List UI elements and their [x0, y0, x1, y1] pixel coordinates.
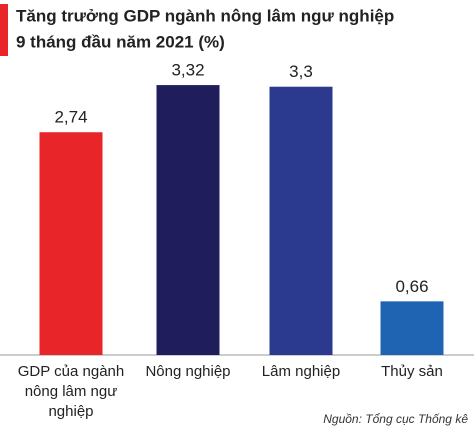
value-label: 3,32 — [171, 61, 204, 80]
source: Nguồn: Tổng cục Thống kê — [323, 412, 468, 426]
value-label: 0,66 — [395, 277, 428, 296]
value-label: 3,3 — [289, 62, 313, 81]
bar — [156, 85, 220, 356]
bar — [380, 301, 444, 355]
x-tick-label: Lâm nghiệp — [261, 363, 341, 380]
chart-title: 9 tháng đầu năm 2021 (%) — [16, 32, 225, 51]
bar — [269, 86, 333, 356]
x-tick-label: GDP của ngành nông lâm ngư nghiệp — [17, 363, 125, 420]
chart-title: Tăng trưởng GDP ngành nông lâm ngư nghiệ… — [16, 6, 394, 25]
x-tick-label: Nông nghiệp — [145, 363, 231, 380]
x-tick-label: Thủy sản — [381, 363, 443, 380]
value-label: 2,74 — [54, 108, 87, 127]
title-accent — [0, 4, 8, 56]
bar — [39, 132, 103, 355]
